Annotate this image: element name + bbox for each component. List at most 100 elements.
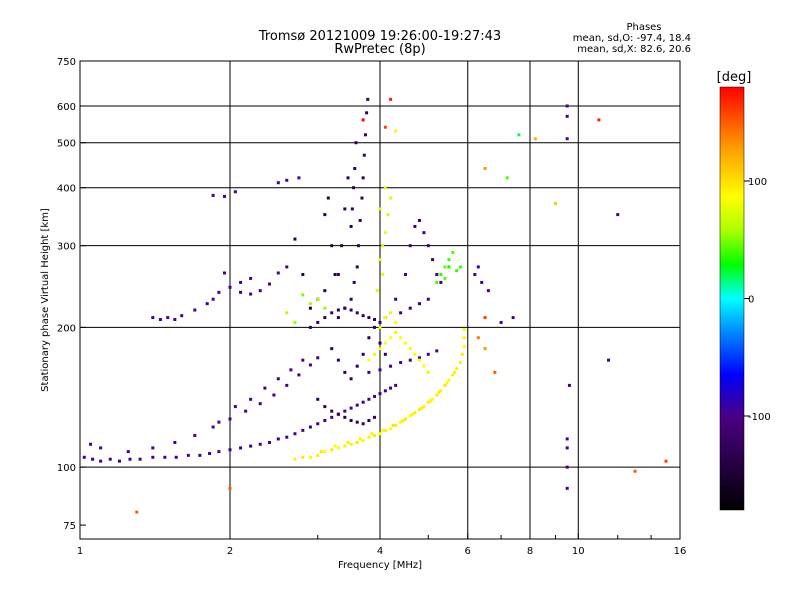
data-point <box>361 176 365 180</box>
data-point <box>391 423 395 427</box>
data-point <box>435 273 439 277</box>
data-point <box>198 453 202 457</box>
data-point <box>180 314 184 318</box>
data-point <box>297 373 301 377</box>
data-point <box>289 368 293 372</box>
data-point <box>151 316 155 320</box>
data-point <box>565 437 569 441</box>
data-point <box>422 405 426 409</box>
data-point <box>355 265 359 269</box>
data-point <box>323 316 327 320</box>
data-point <box>399 336 403 340</box>
data-point <box>285 435 289 439</box>
data-point <box>389 97 393 101</box>
data-point <box>258 442 262 446</box>
colorbar-label: [deg] <box>717 70 752 85</box>
x-axis-ticks: 1 2 4 6 8 10 16 <box>77 533 687 557</box>
data-point <box>403 417 407 421</box>
data-point <box>326 196 330 200</box>
data-point <box>365 111 369 115</box>
data-point <box>276 437 280 441</box>
data-point <box>417 358 421 362</box>
data-point <box>394 320 398 324</box>
data-point <box>352 186 356 190</box>
data-point <box>355 403 359 407</box>
data-point <box>355 364 359 368</box>
data-point <box>373 433 377 437</box>
data-point <box>367 316 371 320</box>
y-tick-label: 300 <box>57 242 76 253</box>
data-point <box>565 104 569 108</box>
data-point <box>378 258 382 262</box>
data-point <box>285 265 289 269</box>
data-point <box>108 457 112 461</box>
data-point <box>373 394 377 398</box>
data-point <box>330 448 334 452</box>
data-point <box>367 419 371 423</box>
data-point <box>565 137 569 141</box>
x-tick-label: 16 <box>674 546 687 557</box>
data-point <box>413 411 417 415</box>
data-point <box>483 347 487 351</box>
data-point <box>340 244 344 248</box>
data-point <box>356 244 360 248</box>
data-point <box>378 320 382 324</box>
data-point <box>476 336 480 340</box>
data-point <box>151 446 155 450</box>
chart-title: Tromsø 20121009 19:26:00-19:27:43 <box>258 29 501 44</box>
y-tick-label: 500 <box>57 139 76 150</box>
data-point <box>355 440 359 444</box>
data-point <box>428 399 432 403</box>
data-point <box>383 389 387 393</box>
data-point <box>413 352 417 356</box>
data-point <box>293 457 297 461</box>
data-point <box>401 419 405 423</box>
data-point <box>408 414 412 418</box>
data-point <box>297 176 301 180</box>
data-point <box>370 432 374 436</box>
data-point <box>358 437 362 441</box>
data-point <box>352 280 356 284</box>
data-point <box>233 190 237 194</box>
data-point <box>361 118 365 122</box>
data-point <box>239 280 243 284</box>
data-point <box>349 406 353 410</box>
data-point <box>426 400 430 404</box>
data-point <box>82 455 86 459</box>
data-point <box>349 419 353 423</box>
data-point <box>381 244 385 248</box>
y-axis-ticks: 75 100 200 300 400 500 600 750 <box>57 57 86 532</box>
x-tick-label: 6 <box>465 546 471 557</box>
data-point <box>362 153 366 157</box>
data-point <box>389 427 393 431</box>
data-point <box>173 317 177 321</box>
data-point <box>431 397 435 401</box>
data-point <box>223 194 227 198</box>
data-point <box>308 455 312 459</box>
data-point <box>417 218 421 222</box>
data-point <box>417 356 421 360</box>
data-point <box>616 213 620 217</box>
data-point <box>173 440 177 444</box>
data-point <box>439 273 443 277</box>
data-point <box>323 450 327 454</box>
data-point <box>505 176 509 180</box>
data-point <box>417 408 421 412</box>
data-point <box>211 193 215 197</box>
data-point <box>373 325 377 329</box>
data-point <box>439 280 443 284</box>
data-point <box>367 358 371 362</box>
data-point <box>301 273 305 277</box>
data-point <box>323 289 327 293</box>
data-point <box>301 428 305 432</box>
data-point <box>323 405 327 409</box>
y-tick-label: 75 <box>63 521 76 532</box>
data-point <box>403 341 407 345</box>
data-point <box>373 415 377 419</box>
x-tick-label: 1 <box>77 546 83 557</box>
data-point <box>447 258 451 262</box>
data-point <box>354 141 358 145</box>
data-point <box>285 311 289 315</box>
data-point <box>360 196 364 200</box>
